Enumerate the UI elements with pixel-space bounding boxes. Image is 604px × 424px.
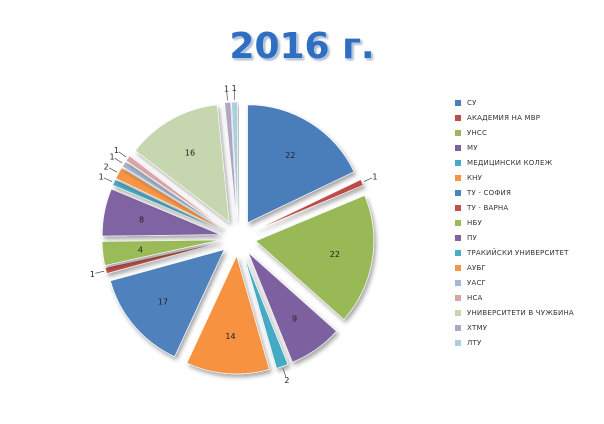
legend-swatch [455,130,461,136]
legend-item: СУ [455,96,477,110]
legend-item: ПУ [455,231,477,245]
legend-swatch [455,190,461,196]
legend-label: НБУ [467,219,482,227]
leader-line-13 [114,157,123,164]
legend-item: ТРАКИЙСКИ УНИВЕРСИТЕТ [455,246,569,260]
legend-label: СУ [467,99,477,107]
data-label-17: 1 [232,84,237,93]
legend-item: МУ [455,141,478,155]
pie-slice-10 [102,188,221,237]
data-label-14: 1 [114,146,119,155]
data-label-12: 2 [104,162,109,171]
data-label-1: 22 [285,151,295,160]
legend-swatch [455,310,461,316]
legend-label: ТУ - ВАРНА [467,204,509,212]
legend-label: ПУ [467,234,477,242]
pie-slice-9 [101,239,221,266]
pie-slice-3 [255,195,375,320]
legend-swatch [455,280,461,286]
legend-label: МУ [467,144,478,152]
legend-item: УНИВЕРСИТЕТИ В ЧУЖБИНА [455,306,574,320]
pie-slice-16 [224,101,237,221]
pie-slice-13 [121,161,224,229]
legend-item: ЛТУ [455,336,481,350]
legend-item: НСА [455,291,483,305]
legend-swatch [455,100,461,106]
legend-label: МЕДИЦИНСКИ КОЛЕЖ [467,159,553,167]
pie-slice-6 [186,255,270,375]
leader-line-11 [103,177,113,182]
legend-item: УНСС [455,126,487,140]
legend-swatch [455,265,461,271]
legend-swatch [455,325,461,331]
pie-slice-15 [134,104,230,223]
pie-slice-11 [112,179,222,231]
leader-line-5 [282,368,287,378]
legend-swatch [455,160,461,166]
data-label-16: 1 [224,84,229,93]
data-label-13: 1 [110,152,115,161]
legend-swatch [455,205,461,211]
legend-swatch [455,340,461,346]
legend-swatch [455,175,461,181]
leader-line-12 [108,167,117,173]
pie-slice-5 [243,254,289,369]
leader-line-8 [95,270,105,274]
data-label-5: 2 [284,376,289,385]
legend-item: НБУ [455,216,482,230]
legend-label: ТУ - СОФИЯ [467,189,512,197]
legend-label: АУБГ [467,264,486,272]
data-label-2: 1 [372,173,377,182]
pie-slice-8 [104,242,221,274]
data-label-10: 8 [139,215,144,224]
pie-slice-1 [247,104,355,224]
data-label-9: 4 [138,245,143,254]
legend-item: КНУ [455,171,482,185]
legend-label: НСА [467,294,483,302]
legend-swatch [455,220,461,226]
data-label-3: 22 [330,250,340,259]
legend-label: ХТМУ [467,324,488,332]
pie-slice-7 [110,249,225,358]
legend-swatch [455,235,461,241]
legend-item: УАСГ [455,276,486,290]
legend-swatch [455,115,461,121]
data-label-4: 9 [292,314,297,323]
legend-label: КНУ [467,174,483,182]
legend-item: ХТМУ [455,321,487,335]
legend-item: АУБГ [455,261,486,275]
data-label-6: 14 [225,332,235,341]
legend-swatch [455,145,461,151]
legend-item: МЕДИЦИНСКИ КОЛЕЖ [455,156,552,170]
pie-slice-17 [231,101,238,221]
legend-label: ТРАКИЙСКИ УНИВЕРСИТЕТ [467,249,569,257]
pie-slice-14 [125,155,224,228]
legend-label: УАСГ [467,279,487,287]
legend-swatch [455,295,461,301]
data-label-8: 1 [90,270,95,279]
data-label-11: 1 [99,173,104,182]
leader-line-16 [226,91,228,101]
data-label-15: 16 [185,148,195,157]
legend-item: ТУ - СОФИЯ [455,186,511,200]
pie-slice-4 [248,252,337,363]
legend-label: АКАДЕМИЯ НА МВР [467,114,541,122]
data-label-7: 17 [158,297,168,306]
legend-item: АКАДЕМИЯ НА МВР [455,111,540,125]
legend-label: УНИВЕРСИТЕТИ В ЧУЖБИНА [467,309,574,317]
legend-label: УНСС [467,129,488,137]
leader-line-2 [363,177,373,182]
legend-swatch [455,250,461,256]
pie-slice-12 [115,167,223,230]
legend-item: ТУ - ВАРНА [455,201,508,215]
leader-line-14 [118,151,127,158]
pie-slice-2 [254,179,364,231]
legend-label: ЛТУ [467,339,482,347]
chart-title: 2016 г. [229,26,375,67]
